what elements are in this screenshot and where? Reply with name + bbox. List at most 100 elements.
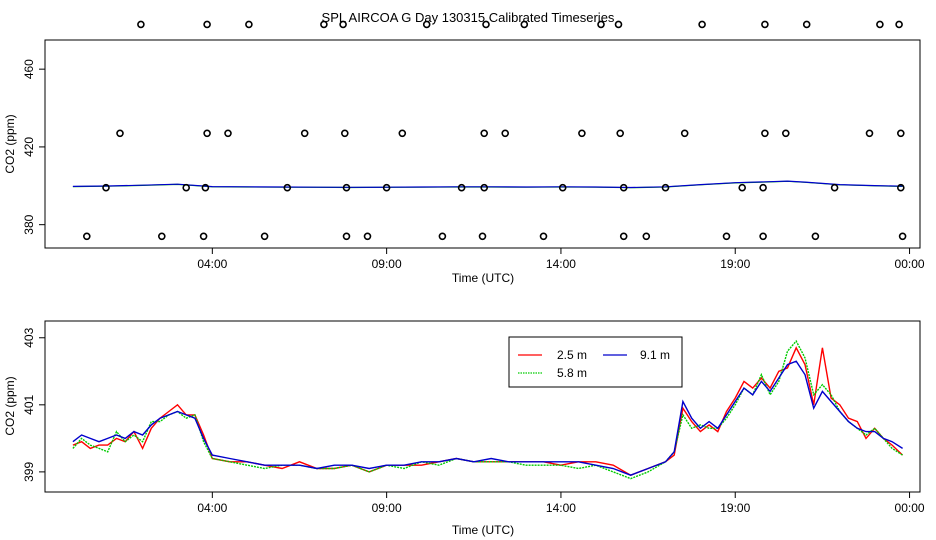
calibration-point [224, 129, 232, 138]
calibration-point [759, 232, 767, 241]
calibration-point [478, 232, 487, 241]
calibration-point [182, 183, 190, 192]
calibration-point [137, 20, 145, 29]
p2-xtick-label: 00:00 [895, 501, 925, 515]
series-line-5-8-m [72, 339, 903, 480]
series-line-9-1-m [72, 360, 903, 476]
calibration-point [199, 232, 208, 241]
panel-bottom-series [72, 339, 904, 480]
panel-bottom-xlabel: Time (UTC) [452, 523, 514, 537]
calibration-point [382, 183, 391, 192]
calibration-panel: Time (UTC) CO2 (ppm) 04:00 09:00 14:00 19:0… [3, 20, 925, 285]
calibration-point [342, 232, 351, 241]
calibration-point [501, 129, 510, 138]
calibration-point [520, 20, 529, 29]
panel-top-xticks: 04:00 09:00 14:00 19:00 00:00 [197, 248, 925, 271]
calibration-point [260, 232, 269, 241]
calibration-point [619, 232, 628, 241]
calibration-point [896, 129, 905, 138]
calibration-point [802, 20, 811, 29]
panel-top-xlabel: Time (UTC) [452, 271, 514, 285]
panel-bottom-ylabel: CO2 (ppm) [3, 376, 17, 435]
panel-top-frame [44, 39, 921, 249]
panel-bottom-frame [44, 320, 921, 493]
p1-series-line-blue [72, 180, 903, 189]
calibration-point [761, 129, 769, 138]
calibration-point [759, 183, 767, 192]
legend-label-2-5m: 2.5 m [557, 348, 587, 362]
series-line-2-5-m [72, 346, 904, 476]
legend-label-9-1m: 9.1 m [640, 348, 670, 362]
calibration-point [203, 129, 211, 138]
calibration-point [482, 20, 490, 29]
p1-xtick-label: 19:00 [720, 257, 750, 271]
calibration-point [320, 20, 328, 29]
calibration-point [342, 183, 351, 192]
calibration-point [898, 232, 907, 241]
calibration-point [300, 129, 309, 138]
calibration-point [116, 129, 124, 138]
chart-title: SPL AIRCOA G Day 130315 Calibrated Times… [322, 10, 615, 25]
calibration-point [363, 232, 372, 241]
calibration-point [102, 183, 110, 192]
legend-label-5-8m: 5.8 m [557, 366, 587, 380]
calibration-point [722, 232, 731, 241]
calibration-point [339, 20, 347, 29]
panel-top-ylabel: CO2 (ppm) [3, 114, 17, 173]
p2-xtick-label: 09:00 [372, 501, 402, 515]
p2-xtick-label: 19:00 [720, 501, 750, 515]
calibration-point [811, 232, 820, 241]
calibration-point [865, 129, 874, 138]
calibration-point [896, 183, 905, 192]
timeseries-panel: Time (UTC) CO2 (ppm) 04:00 09:00 14:00 19:0… [3, 320, 925, 537]
legend-box [508, 336, 683, 388]
calibration-point [203, 20, 211, 29]
p1-ytick-label: 420 [22, 137, 36, 157]
calibration-point [597, 20, 605, 29]
panel-top-yticks: 380 420 460 [22, 59, 45, 235]
calibration-point [876, 20, 884, 29]
calibration-point [830, 183, 839, 192]
p2-ytick-label: 399 [22, 462, 36, 482]
calibration-point [422, 20, 431, 29]
calibration-point [781, 129, 790, 138]
calibration-point [83, 232, 91, 241]
calibration-point [158, 232, 166, 241]
calibration-point [614, 20, 623, 29]
panel-bottom-yticks: 399 401 403 [22, 327, 45, 482]
calibration-point [480, 183, 489, 192]
calibration-point [398, 129, 407, 138]
calibration-point [283, 183, 292, 192]
calibration-point [558, 183, 567, 192]
panel-top-series [72, 180, 903, 189]
legend: 2.5 m 9.1 m 5.8 m [508, 336, 683, 388]
p1-xtick-label: 00:00 [895, 257, 925, 271]
calibration-point [539, 232, 548, 241]
p1-xtick-label: 09:00 [372, 257, 402, 271]
calibration-point [698, 20, 706, 29]
calibration-point [201, 183, 210, 192]
calibration-point [761, 20, 769, 29]
calibration-point [619, 183, 628, 192]
calibration-point [616, 129, 625, 138]
calibration-point [578, 129, 586, 138]
p2-ytick-label: 403 [22, 327, 36, 347]
p1-ytick-label: 380 [22, 214, 36, 234]
calibration-point [680, 129, 689, 138]
calibration-point [642, 232, 651, 241]
p1-xtick-label: 14:00 [546, 257, 576, 271]
p1-xtick-label: 04:00 [197, 257, 227, 271]
p1-ytick-label: 460 [22, 59, 36, 79]
calibration-point [457, 183, 466, 192]
panel-top-markers [83, 20, 907, 241]
calibration-point [340, 129, 349, 138]
panel-bottom-xticks: 04:00 09:00 14:00 19:00 00:00 [197, 492, 925, 515]
calibration-point [661, 183, 670, 192]
calibration-point [480, 129, 489, 138]
p2-xtick-label: 14:00 [546, 501, 576, 515]
calibration-point [245, 20, 253, 29]
calibration-point [438, 232, 447, 241]
calibration-point [738, 183, 747, 192]
calibration-point [895, 20, 903, 29]
